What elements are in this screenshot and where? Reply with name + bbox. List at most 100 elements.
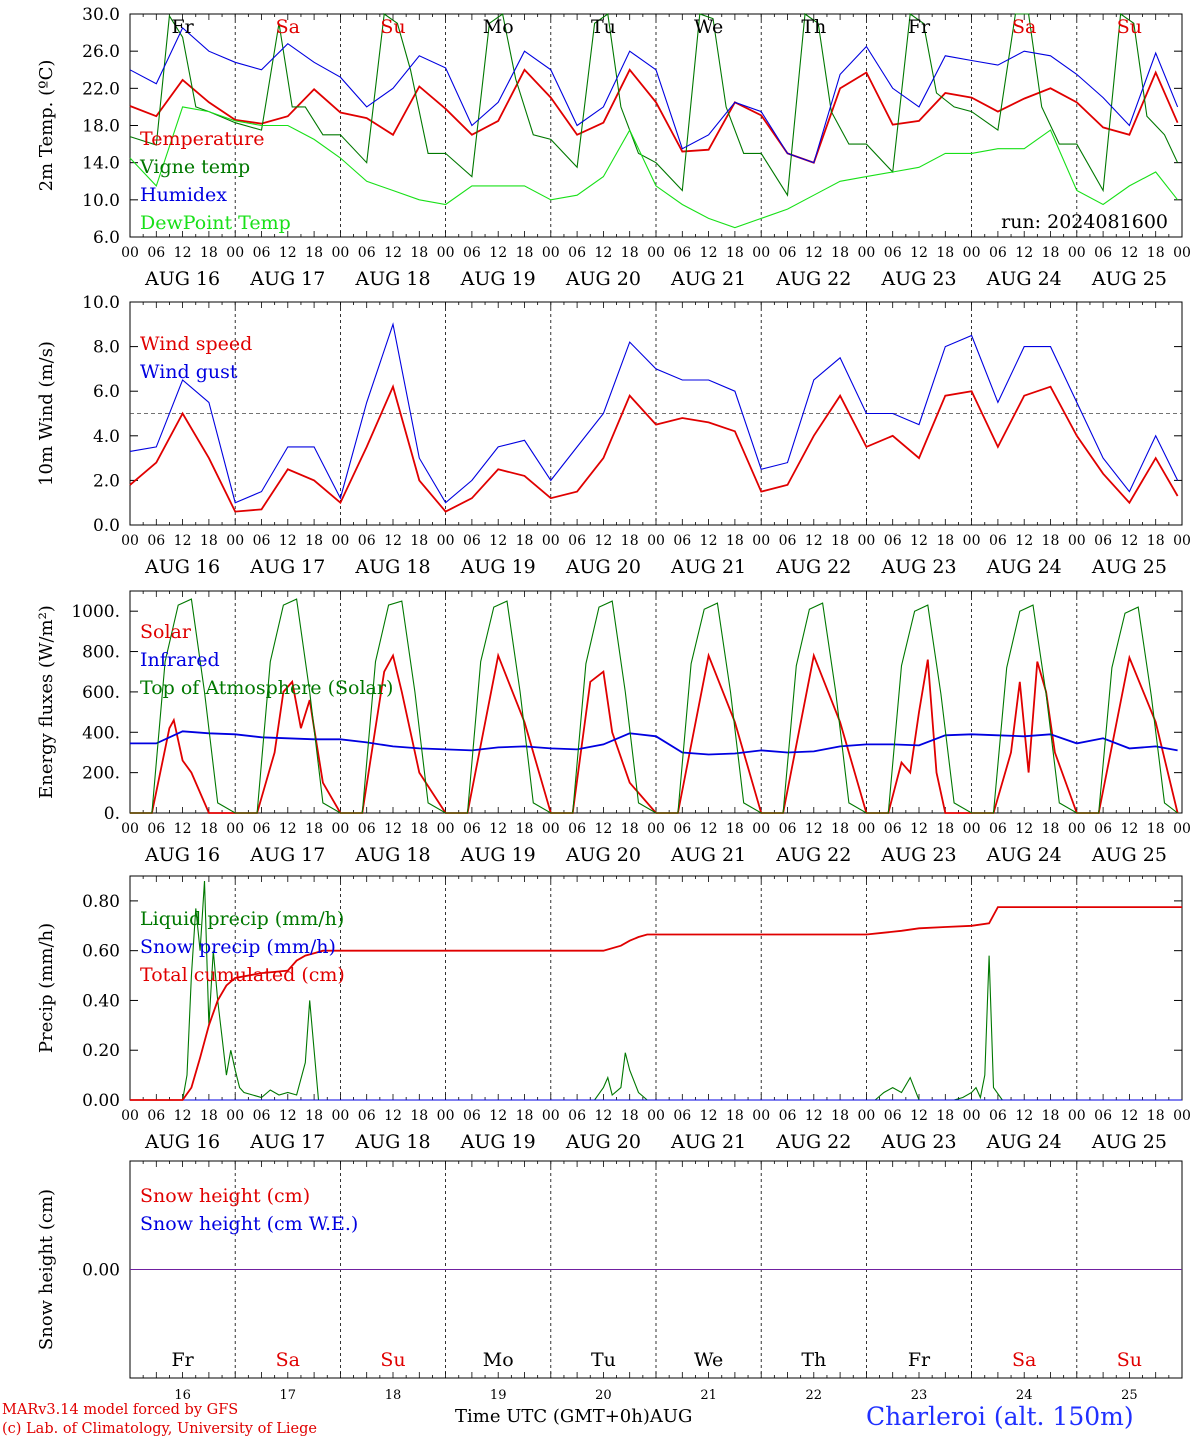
x-hour-label: 06 <box>568 821 586 837</box>
x-hour-label: 18 <box>831 1108 849 1124</box>
run-label: run: 2024081600 <box>1001 211 1168 233</box>
x-hour-label: 00 <box>437 1108 455 1124</box>
x-hour-label: 18 <box>410 1108 428 1124</box>
x-date-label: AUG 24 <box>986 844 1062 866</box>
legend-entry: Snow height (cm) <box>140 1185 310 1207</box>
series-line-temperature <box>129 68 1179 164</box>
x-date-label: AUG 16 <box>144 1131 220 1153</box>
x-date-label: AUG 18 <box>354 844 430 866</box>
day-number-label: 20 <box>595 1388 612 1403</box>
y-tick-label: 400. <box>82 723 120 743</box>
weekday-label-bottom: Su <box>380 1349 405 1371</box>
x-hour-label: 06 <box>884 821 902 837</box>
x-hour-label: 12 <box>910 1108 928 1124</box>
x-hour-label: 00 <box>752 245 770 261</box>
x-hour-label: 00 <box>1173 533 1191 549</box>
weekday-label-top: Fr <box>908 16 931 38</box>
x-hour-label: 00 <box>437 821 455 837</box>
x-hour-label: 18 <box>621 1108 639 1124</box>
x-hour-label: 00 <box>226 245 244 261</box>
x-hour-label: 12 <box>174 533 192 549</box>
x-hour-label: 18 <box>1042 245 1060 261</box>
day-number-label: 23 <box>911 1388 928 1403</box>
x-hour-label: 12 <box>279 245 297 261</box>
x-date-label: AUG 19 <box>460 268 536 290</box>
x-hour-label: 18 <box>200 533 218 549</box>
x-hour-label: 06 <box>779 821 797 837</box>
x-hour-label: 12 <box>1015 245 1033 261</box>
series-line-humidex <box>129 27 1179 164</box>
x-hour-label: 18 <box>726 533 744 549</box>
x-hour-label: 18 <box>516 245 534 261</box>
x-hour-label: 12 <box>594 245 612 261</box>
x-hour-label: 06 <box>358 533 376 549</box>
y-tick-label: 0.00 <box>82 1261 120 1281</box>
x-hour-label: 06 <box>884 533 902 549</box>
y-tick-label: 30.0 <box>82 5 120 25</box>
x-hour-label: 06 <box>463 533 481 549</box>
y-tick-label: 1000. <box>71 602 120 622</box>
x-date-label: AUG 19 <box>460 556 536 578</box>
x-hour-label: 00 <box>647 245 665 261</box>
y-tick-label: 6.0 <box>93 382 120 402</box>
x-hour-label: 12 <box>1120 245 1138 261</box>
x-date-label: AUG 24 <box>986 1131 1062 1153</box>
x-hour-label: 12 <box>489 821 507 837</box>
x-hour-label: 18 <box>936 821 954 837</box>
weekday-label-bottom: We <box>694 1349 723 1371</box>
x-hour-label: 12 <box>700 821 718 837</box>
x-date-label: AUG 21 <box>670 844 746 866</box>
x-hour-label: 18 <box>936 1108 954 1124</box>
x-date-label: AUG 19 <box>460 844 536 866</box>
weekday-label-top: Th <box>801 16 826 38</box>
y-tick-label: 10.0 <box>82 293 120 313</box>
x-hour-label: 18 <box>305 1108 323 1124</box>
x-hour-label: 06 <box>568 533 586 549</box>
weekday-label-top: Sa <box>276 16 300 38</box>
x-hour-label: 18 <box>831 533 849 549</box>
x-hour-label: 00 <box>1173 245 1191 261</box>
x-hour-label: 12 <box>1015 821 1033 837</box>
x-date-label: AUG 16 <box>144 844 220 866</box>
x-hour-label: 12 <box>1120 1108 1138 1124</box>
x-hour-label: 18 <box>516 821 534 837</box>
x-hour-label: 12 <box>805 821 823 837</box>
x-hour-label: 00 <box>1068 533 1086 549</box>
series-line-total-cumulated-cm- <box>130 906 1182 1101</box>
x-hour-label: 12 <box>279 821 297 837</box>
x-date-label: AUG 25 <box>1091 556 1167 578</box>
legend-entry: Snow height (cm W.E.) <box>140 1213 358 1235</box>
x-date-label: AUG 20 <box>565 844 641 866</box>
x-hour-label: 06 <box>673 1108 691 1124</box>
x-hour-label: 00 <box>542 533 560 549</box>
x-hour-label: 00 <box>1068 245 1086 261</box>
x-date-label: AUG 23 <box>880 1131 956 1153</box>
x-hour-label: 06 <box>358 245 376 261</box>
x-hour-label: 18 <box>516 533 534 549</box>
y-tick-label: 8.0 <box>93 338 120 358</box>
x-date-label: AUG 25 <box>1091 1131 1167 1153</box>
x-hour-label: 12 <box>910 821 928 837</box>
x-hour-label: 18 <box>936 533 954 549</box>
y-tick-label: 200. <box>82 764 120 784</box>
y-axis-label: Energy fluxes (W/m²) <box>36 605 57 799</box>
legend-entry: Temperature <box>140 128 264 150</box>
x-hour-label: 06 <box>253 245 271 261</box>
x-hour-label: 06 <box>358 821 376 837</box>
y-tick-label: 0.80 <box>82 892 120 912</box>
x-hour-label: 06 <box>673 821 691 837</box>
x-hour-label: 00 <box>226 1108 244 1124</box>
weekday-label-bottom: Sa <box>1012 1349 1036 1371</box>
legend-entry: Wind gust <box>140 361 238 383</box>
x-date-label: AUG 22 <box>775 844 851 866</box>
weekday-label-bottom: Tu <box>591 1349 616 1371</box>
y-tick-label: 0.40 <box>82 991 120 1011</box>
x-hour-label: 00 <box>437 533 455 549</box>
x-hour-label: 06 <box>673 245 691 261</box>
y-tick-label: 600. <box>82 683 120 703</box>
legend-entry: Infrared <box>140 649 220 671</box>
weekday-label-bottom: Sa <box>276 1349 300 1371</box>
x-hour-label: 12 <box>384 533 402 549</box>
x-date-label: AUG 20 <box>565 268 641 290</box>
x-date-label: AUG 22 <box>775 1131 851 1153</box>
